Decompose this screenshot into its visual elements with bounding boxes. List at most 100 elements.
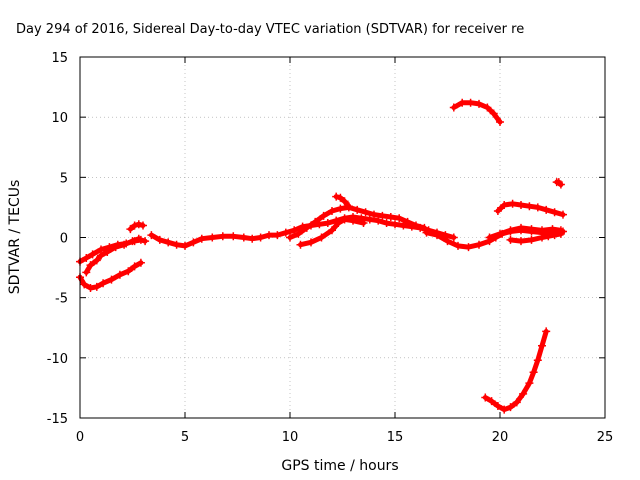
data-point — [496, 117, 504, 126]
data-point — [506, 403, 515, 412]
series-line — [77, 260, 144, 291]
data-point — [99, 279, 108, 288]
data-point — [340, 197, 349, 206]
data-point — [493, 207, 502, 216]
data-point — [556, 229, 565, 238]
data-point — [529, 368, 538, 377]
data-point — [336, 193, 345, 202]
data-point — [500, 201, 509, 210]
data-point — [485, 233, 494, 242]
data-point — [302, 223, 311, 232]
x-axis-label: GPS time / hours — [281, 458, 398, 474]
data-point — [550, 231, 559, 240]
x-tick-label: 15 — [387, 430, 404, 445]
data-point — [256, 233, 265, 242]
data-point — [506, 226, 515, 235]
data-point — [374, 216, 383, 225]
data-point — [493, 401, 502, 410]
data-point — [97, 251, 105, 260]
x-tick-label: 10 — [282, 430, 299, 445]
data-point — [107, 275, 116, 284]
plot-area — [76, 98, 567, 414]
data-point — [265, 231, 273, 240]
series-track-13 — [449, 98, 504, 126]
data-point — [386, 213, 395, 222]
data-point — [527, 235, 536, 244]
y-tick-label: -15 — [47, 412, 68, 427]
data-point — [538, 233, 546, 242]
data-point — [527, 225, 536, 234]
data-point — [103, 247, 112, 256]
data-point — [382, 219, 391, 228]
data-point — [517, 237, 525, 246]
data-point — [422, 228, 431, 237]
data-point — [395, 214, 404, 223]
data-point — [82, 253, 91, 262]
data-point — [475, 240, 483, 249]
data-point — [517, 223, 525, 232]
data-point — [344, 202, 353, 211]
data-point — [556, 180, 565, 189]
data-point — [550, 208, 559, 217]
data-point — [111, 243, 120, 252]
series-track-11 — [506, 229, 565, 246]
data-point — [525, 202, 534, 211]
y-tick-label: 5 — [60, 171, 68, 186]
series-track-3 — [82, 234, 143, 277]
data-point — [332, 192, 341, 201]
y-axis-label: SDTVAR / TECUs — [7, 180, 23, 295]
data-point — [487, 397, 496, 406]
data-point — [548, 225, 557, 234]
data-point — [542, 327, 551, 336]
data-point — [88, 250, 97, 259]
data-point — [517, 201, 525, 210]
data-point — [361, 208, 370, 217]
data-point — [86, 284, 95, 293]
data-point — [181, 241, 189, 250]
data-point — [489, 109, 498, 118]
data-point — [506, 235, 515, 244]
data-point — [466, 98, 475, 107]
data-point — [500, 405, 509, 414]
data-point — [296, 240, 305, 249]
x-tick-label: 20 — [492, 430, 509, 445]
data-point — [172, 240, 181, 249]
data-point — [290, 226, 299, 235]
series-track-7 — [296, 215, 368, 249]
data-point — [147, 231, 156, 240]
data-point — [464, 243, 473, 252]
data-point — [128, 237, 137, 246]
data-point — [281, 228, 290, 237]
data-point — [323, 219, 332, 228]
y-tick-label: 0 — [60, 232, 68, 247]
data-point — [370, 210, 378, 219]
data-point — [294, 229, 303, 238]
data-point — [208, 233, 217, 242]
series-track-12 — [493, 199, 567, 219]
data-point — [433, 231, 441, 240]
data-point — [115, 270, 124, 279]
data-point — [141, 237, 150, 246]
data-point — [519, 389, 528, 398]
data-point — [229, 232, 238, 241]
data-point — [164, 238, 173, 247]
data-point — [496, 229, 504, 238]
data-point — [359, 219, 368, 228]
data-point — [189, 238, 198, 247]
data-point — [248, 234, 257, 243]
data-point — [508, 199, 517, 208]
data-point — [311, 217, 320, 226]
data-point — [533, 203, 542, 212]
data-point — [399, 221, 408, 230]
data-point — [420, 223, 429, 232]
data-point — [538, 341, 546, 350]
data-point — [155, 235, 164, 244]
data-point — [334, 219, 343, 228]
data-point — [538, 226, 546, 235]
data-point — [134, 220, 143, 229]
data-point — [328, 207, 336, 216]
data-point — [319, 211, 328, 220]
data-point — [92, 282, 101, 291]
data-point — [544, 232, 553, 241]
